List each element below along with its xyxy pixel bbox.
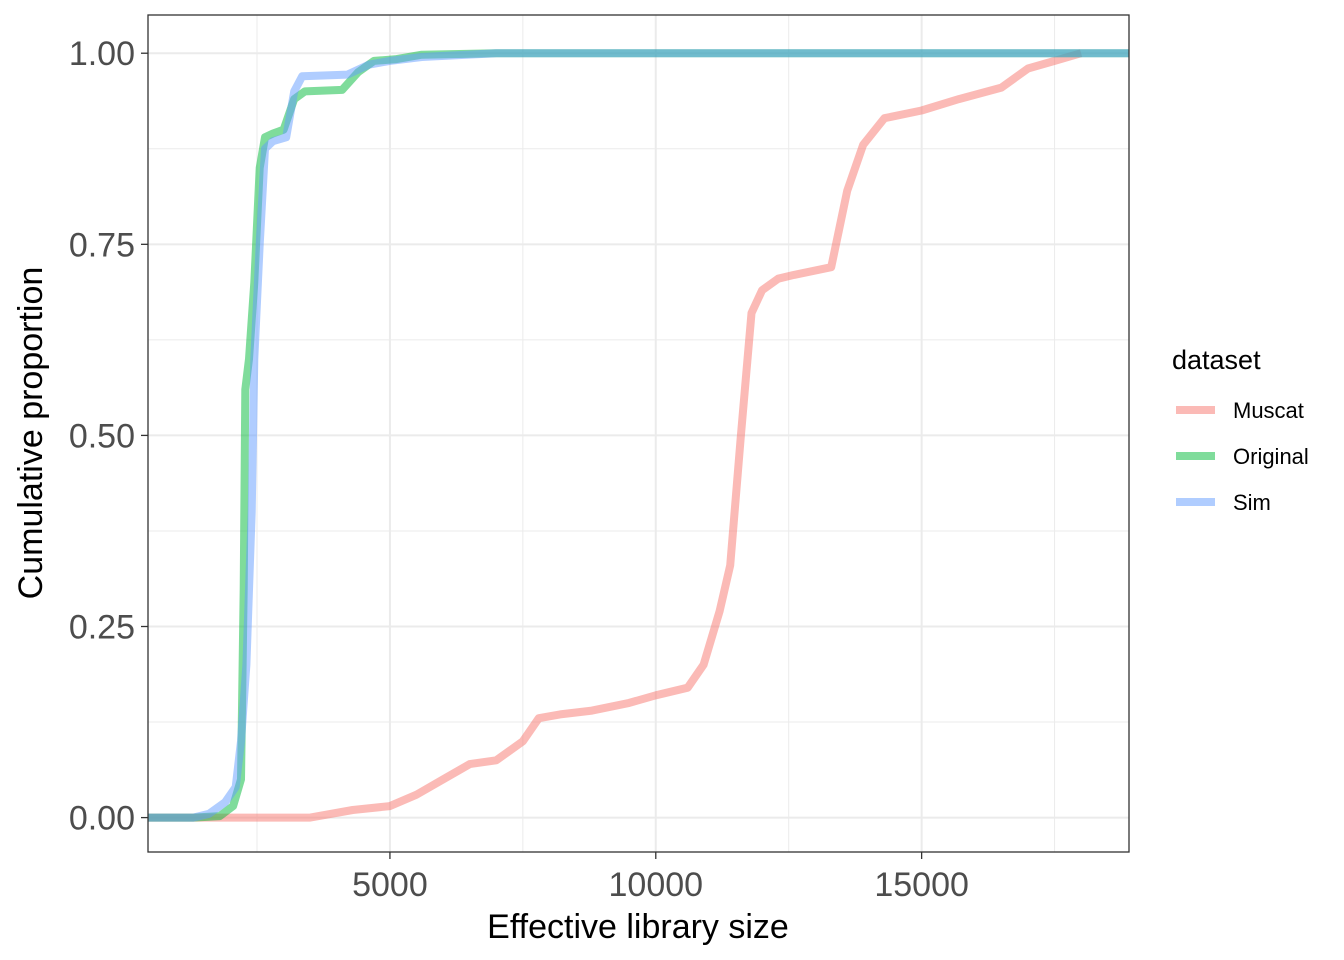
legend-label-original: Original xyxy=(1233,444,1309,469)
y-tick-label: 0.50 xyxy=(69,417,135,455)
legend: dataset Muscat Original Sim xyxy=(1172,345,1309,515)
series-line-sim xyxy=(148,49,1129,822)
y-axis-ticks: 0.00 0.25 0.50 0.75 1.00 xyxy=(69,35,148,838)
y-tick-label: 0.25 xyxy=(69,609,135,647)
y-tick-label: 1.00 xyxy=(69,35,135,73)
plot-panel-border xyxy=(147,14,1130,853)
y-axis-title: Cumulative proportion xyxy=(12,267,50,600)
x-tick-label: 5000 xyxy=(352,866,428,904)
series-line-muscat xyxy=(148,49,1083,822)
x-tick-label: 10000 xyxy=(609,866,704,904)
x-axis-title: Effective library size xyxy=(487,908,789,946)
x-tick-label: 15000 xyxy=(874,866,969,904)
legend-label-sim: Sim xyxy=(1233,490,1271,515)
legend-label-muscat: Muscat xyxy=(1233,398,1304,423)
y-tick-label: 0.75 xyxy=(69,226,135,264)
x-axis-ticks: 5000 10000 15000 xyxy=(352,852,969,904)
plot-background xyxy=(148,15,1129,852)
minor-gridlines xyxy=(148,15,1129,852)
legend-title: dataset xyxy=(1172,345,1261,375)
series-lines xyxy=(148,49,1129,822)
y-tick-label: 0.00 xyxy=(69,800,135,838)
